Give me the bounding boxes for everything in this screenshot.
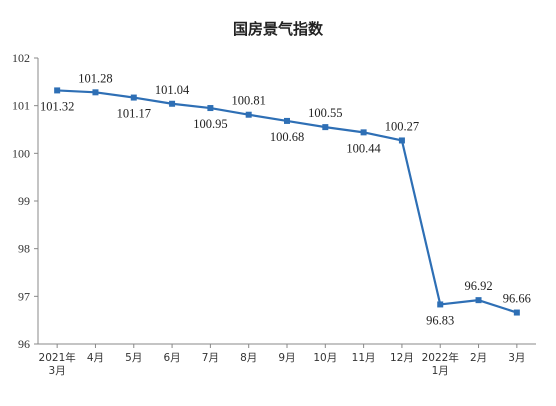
x-tick-label: 10月: [313, 352, 337, 364]
data-point: [398, 137, 405, 144]
chart-title: 国房景气指数: [233, 20, 324, 38]
data-point: [54, 87, 61, 94]
x-tick-label: 3月: [508, 352, 525, 364]
data-label: 100.55: [308, 106, 342, 120]
data-label: 96.92: [464, 279, 492, 293]
data-label: 96.83: [426, 313, 454, 327]
y-tick-label: 97: [18, 289, 30, 303]
x-tick-label: 4月: [87, 352, 104, 364]
y-tick-label: 100: [12, 146, 30, 160]
x-tick-label: 2022年 1月: [422, 351, 459, 377]
x-tick-label: 2021年 3月: [39, 351, 76, 377]
data-point: [130, 94, 137, 101]
x-tick-label: 6月: [163, 352, 180, 364]
data-label: 100.68: [270, 130, 304, 144]
data-label: 100.81: [232, 94, 266, 108]
x-axis-ticks: 2021年 3月 4月 5月 6月 7月 8月 9月 10月 11月 12月 2022年 1月 2月 3月: [39, 344, 525, 377]
data-point: [284, 117, 290, 124]
x-tick-label: 5月: [125, 352, 142, 364]
x-tick-label: 2月: [470, 352, 487, 364]
data-point: [360, 129, 367, 136]
data-point: [207, 105, 214, 112]
data-label: 101.04: [155, 83, 190, 97]
data-label: 96.66: [503, 292, 531, 306]
y-tick-label: 99: [18, 194, 30, 208]
x-tick-label: 7月: [202, 352, 219, 364]
y-tick-label: 96: [18, 337, 30, 351]
x-tick-label: 11月: [352, 352, 376, 364]
data-point: [169, 100, 176, 107]
data-label: 100.27: [385, 119, 419, 133]
x-tick-label: 8月: [240, 352, 257, 364]
y-axis-ticks: 96 97 98 99 100 101 102: [12, 51, 38, 351]
y-tick-label: 101: [12, 99, 30, 113]
data-label: 100.95: [193, 117, 227, 131]
data-point: [437, 301, 444, 308]
data-label: 101.32: [40, 99, 74, 113]
data-point: [245, 111, 252, 118]
data-label: 101.28: [78, 71, 112, 85]
data-point: [513, 309, 520, 316]
y-tick-label: 102: [12, 51, 30, 65]
data-label: 101.17: [117, 107, 151, 121]
data-point: [322, 124, 329, 131]
data-point: [475, 297, 482, 304]
x-tick-label: 9月: [278, 352, 295, 364]
x-tick-label: 12月: [390, 352, 414, 364]
data-point: [92, 89, 99, 96]
data-label: 100.44: [346, 141, 381, 155]
y-tick-label: 98: [18, 242, 30, 256]
series-group: 101.32 101.28 101.17 101.04 100.95 100.81 100.…: [40, 71, 531, 327]
